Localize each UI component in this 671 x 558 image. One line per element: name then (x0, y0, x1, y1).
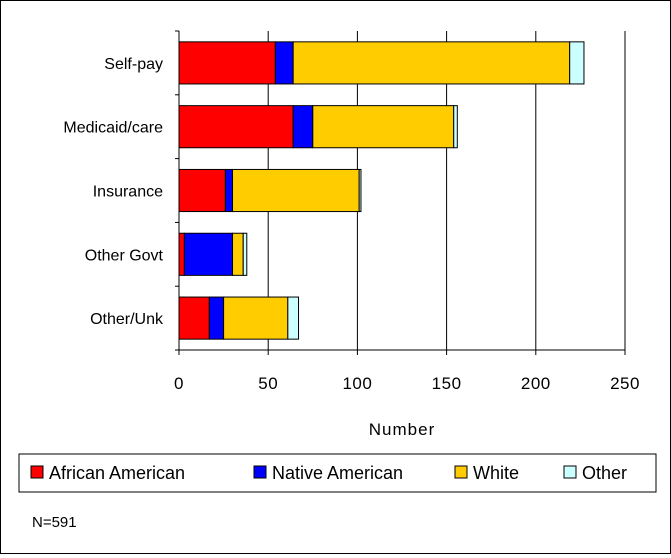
x-tick-label: 0 (174, 374, 184, 393)
legend-box (18, 453, 657, 493)
legend-label: Other (582, 463, 627, 483)
bars (178, 41, 585, 340)
bar-segment (232, 168, 360, 213)
bar-segment (224, 168, 234, 213)
x-tick-label: 50 (258, 374, 278, 393)
category-label: Other/Unk (90, 311, 164, 328)
bar-segment (453, 105, 458, 149)
legend-swatch (563, 465, 577, 479)
legend-label: African American (49, 463, 185, 483)
x-tick-label: 200 (521, 374, 551, 393)
legend-label: White (473, 463, 519, 483)
bar-segment (358, 168, 362, 213)
bar-segment (178, 232, 185, 276)
bar-segment (292, 41, 571, 85)
bar-segment (223, 296, 289, 340)
bar-segment (183, 232, 234, 276)
axes (175, 30, 626, 355)
legend: African American Native American White Othe… (18, 453, 657, 493)
legend-swatch (30, 465, 44, 479)
x-tick-label: 250 (610, 374, 640, 393)
bar-segment (208, 296, 225, 340)
x-tick-label: 150 (432, 374, 462, 393)
bar-segment (178, 41, 276, 85)
bar-segment (178, 105, 294, 149)
sample-size-note: N=591 (32, 514, 77, 531)
bar-segment (178, 296, 210, 340)
bar-segment (232, 232, 244, 276)
bar-segment (242, 232, 248, 276)
legend-label: Native American (272, 463, 403, 483)
category-label: Self-pay (104, 56, 163, 73)
bar-segment (312, 105, 455, 149)
bar-segment (569, 41, 585, 85)
legend-swatch (253, 465, 267, 479)
bar-segment (287, 296, 300, 340)
category-labels: Self-pay Medicaid/care Insurance Other Govt… (63, 56, 164, 328)
category-label: Insurance (93, 184, 163, 201)
x-axis-title: Number (369, 420, 435, 439)
bar-segment (292, 105, 314, 149)
bar-segment (178, 168, 226, 213)
legend-swatch (454, 465, 468, 479)
x-tick-label: 100 (342, 374, 372, 393)
bar-segment (274, 41, 294, 85)
category-label: Medicaid/care (63, 120, 163, 137)
tick-labels: 0 50 100 150 200 250 (174, 374, 640, 393)
category-label: Other Govt (85, 247, 164, 264)
